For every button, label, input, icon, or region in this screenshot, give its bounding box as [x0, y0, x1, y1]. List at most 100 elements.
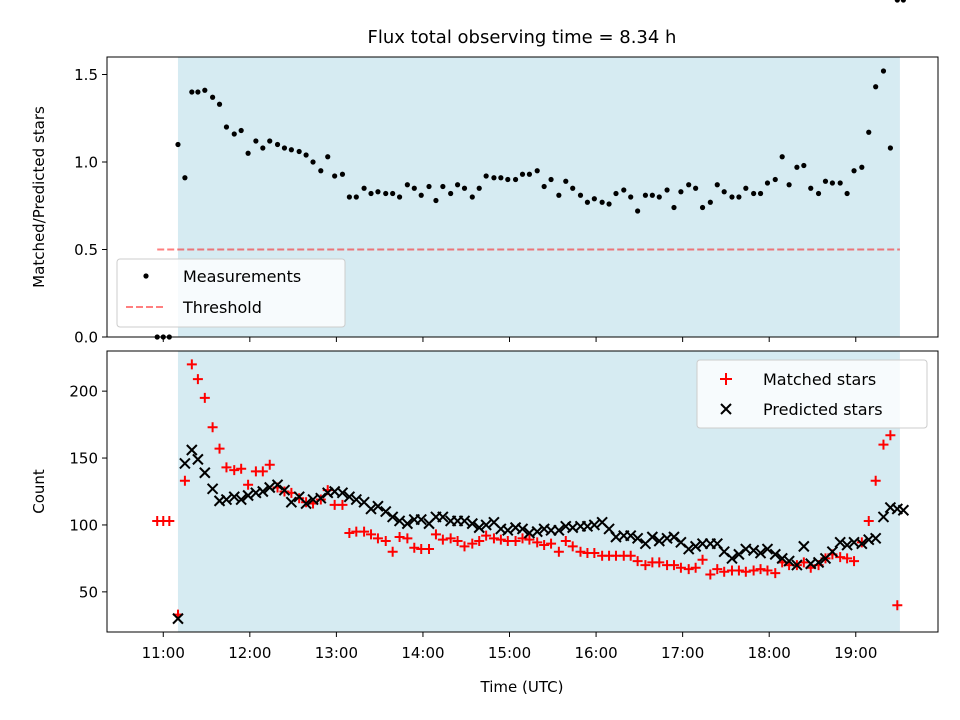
measurement-point [837, 180, 843, 186]
matched-star-point [842, 553, 853, 564]
predicted-star-point [754, 547, 767, 559]
matched-star-point [229, 465, 240, 476]
measurement-point [699, 204, 706, 211]
predicted-star-point [401, 517, 414, 530]
predicted-star-point [841, 539, 853, 551]
y-tick-label: 0.5 [74, 241, 98, 259]
matched-star-point [553, 546, 564, 557]
x-tick-label: 13:00 [315, 644, 358, 662]
predicted-star-point [343, 491, 356, 503]
x-tick-label: 15:00 [488, 644, 531, 662]
predicted-star-point [646, 531, 659, 543]
matched-star-point [697, 554, 708, 565]
matched-star-point [207, 422, 218, 433]
predicted-star-point [769, 548, 781, 561]
measurement-point [635, 208, 641, 214]
matched-star-point [402, 533, 413, 544]
predicted-star-point [172, 612, 184, 625]
x-axis-ticks [162, 337, 857, 342]
predicted-star-point [415, 513, 427, 526]
measurement-point [656, 194, 662, 200]
matched-star-point [892, 600, 903, 611]
matched-star-point [733, 565, 744, 576]
matched-star-point [640, 560, 651, 571]
matched-star-point [264, 459, 275, 470]
matched-star-point [517, 533, 528, 544]
measurement-point [368, 190, 374, 197]
measurement-point [584, 199, 591, 205]
measurement-point [541, 183, 547, 190]
matched-star-point [683, 564, 694, 575]
matched-star-point [705, 569, 716, 580]
measurement-point [476, 185, 482, 191]
ratio-panel: 0.0 0.5 1.0 1.5 Matched/Predicted stars Mea… [30, 0, 939, 347]
measurement-point [404, 182, 410, 188]
predicted-star-point [761, 543, 774, 555]
chart-title: Flux total observing time = 8.34 h [368, 27, 677, 48]
matched-star-point [755, 564, 766, 575]
measurement-point [844, 190, 850, 197]
measurement-point [599, 199, 605, 205]
predicted-star-point [480, 519, 492, 531]
measurement-point [642, 192, 649, 198]
measurement-point [880, 68, 887, 74]
matched-star-point [221, 462, 232, 473]
measurement-point [808, 185, 814, 191]
measurement-point [498, 175, 504, 181]
legend-label-predicted: Predicted stars [763, 400, 883, 419]
y-tick-label: 100 [69, 516, 98, 534]
predicted-star-point [588, 519, 601, 531]
y-axis-label: Matched/Predicted stars [30, 106, 48, 288]
y-axis-ticks: 50 100 150 200 [69, 383, 107, 601]
measurement-point [175, 141, 181, 148]
matched-star-point [394, 531, 405, 542]
matched-star-point [510, 536, 521, 547]
predicted-star-point [380, 505, 392, 518]
matched-star-point [849, 556, 860, 567]
measurement-point [223, 124, 230, 130]
predicted-star-point [264, 481, 276, 494]
matched-star-point [192, 374, 203, 385]
measurement-point [721, 189, 727, 195]
matched-star-point [257, 466, 268, 477]
predicted-star-point [791, 559, 803, 571]
measurement-point [548, 176, 554, 183]
predicted-star-point [365, 503, 377, 515]
measurement-point [253, 138, 259, 144]
predicted-star-point [856, 537, 868, 550]
measurement-point [454, 182, 461, 188]
count-points [152, 359, 910, 625]
predicted-star-point [386, 511, 399, 523]
measurement-point [686, 182, 692, 188]
measurement-point [433, 197, 439, 204]
matched-star-point [481, 530, 492, 541]
measurement-point [440, 183, 446, 190]
measurement-point [491, 175, 497, 181]
measurement-point [714, 182, 720, 188]
measurement-point [189, 89, 195, 95]
x-axis-label: Time (UTC) [480, 678, 564, 696]
measurement-point [483, 173, 489, 179]
measurement-point [461, 185, 468, 191]
x-tick-label: 19:00 [834, 644, 877, 662]
measurement-point [353, 194, 359, 200]
measurement-point [751, 190, 757, 197]
y-tick-label: 150 [69, 450, 98, 468]
measurement-point [526, 171, 533, 177]
predicted-star-point [228, 491, 240, 503]
measurement-point [829, 180, 835, 186]
measurement-point [318, 168, 324, 174]
matched-star-point [437, 534, 448, 545]
legend: Matched stars Predicted stars [696, 359, 928, 429]
matched-star-point [524, 534, 535, 545]
predicted-star-point [653, 535, 665, 547]
plot-frame [106, 56, 939, 338]
measurement-point [325, 154, 331, 160]
measurement-point [822, 178, 829, 184]
measurement-point [195, 89, 201, 95]
predicted-star-point [315, 492, 327, 504]
predicted-star-point [235, 493, 247, 506]
predicted-star-point [206, 483, 219, 495]
predicted-star-point [437, 511, 449, 523]
matched-star-point [452, 536, 463, 547]
